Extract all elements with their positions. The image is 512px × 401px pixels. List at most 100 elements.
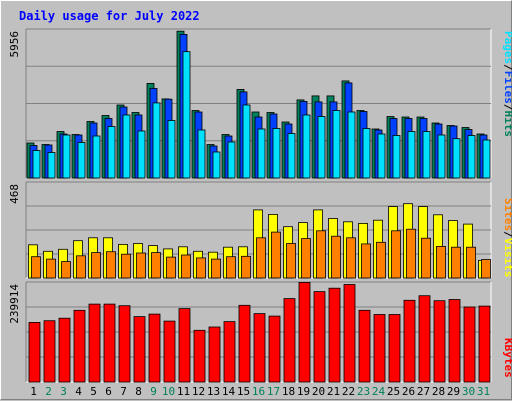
bar-sites-day-1 [31,256,41,279]
day-label-6: 6 [105,385,112,398]
chart-title: Daily usage for July 2022 [19,9,200,23]
bar-sites-day-13 [211,258,221,279]
day-label-8: 8 [135,385,142,398]
legend-top: Pages/Files/Hits [502,31,512,137]
bar-pages-day-10 [167,120,176,179]
bar-kbytes-day-9 [148,313,161,383]
bar-kbytes-day-12 [193,329,206,383]
legend-item-visits: Visits [502,238,512,278]
bar-pages-day-26 [407,131,416,179]
bar-sites-day-10 [166,256,176,279]
bar-pages-day-3 [62,134,71,179]
legend-item-kbytes: KBytes [502,338,512,378]
day-label-12: 12 [192,385,205,398]
day-label-9: 9 [150,385,157,398]
day-label-24: 24 [372,385,386,398]
bar-kbytes-day-30 [463,306,476,383]
bar-pages-day-13 [212,151,221,179]
bar-pages-day-12 [197,129,206,179]
bar-sites-day-28 [436,245,446,279]
bar-sites-day-8 [136,252,146,279]
bar-pages-day-24 [377,133,386,179]
day-label-29: 29 [447,385,460,398]
bar-kbytes-day-7 [118,305,131,383]
day-label-19: 19 [297,385,310,398]
y-max-label-top: 5956 [8,31,21,58]
day-label-13: 13 [207,385,220,398]
bar-pages-day-27 [422,131,431,179]
bar-sites-day-24 [376,241,386,279]
day-label-7: 7 [120,385,127,398]
legend-item-separator: / [502,231,512,238]
bar-kbytes-day-28 [433,300,446,383]
bar-kbytes-day-23 [358,309,371,383]
bar-kbytes-day-22 [343,284,356,383]
bar-pages-day-22 [347,111,356,179]
bar-pages-day-14 [227,141,236,179]
bar-kbytes-day-27 [418,295,431,383]
bar-sites-day-6 [106,251,116,279]
bar-kbytes-day-6 [103,303,116,383]
bar-pages-day-8 [137,130,146,179]
day-label-31: 31 [477,385,490,398]
bar-kbytes-day-14 [223,321,236,383]
bar-sites-day-14 [226,256,236,279]
bar-sites-day-21 [331,235,341,279]
bar-sites-day-30 [466,246,476,279]
bar-pages-day-2 [47,152,56,179]
legend-item-separator: / [502,104,512,111]
bar-pages-day-4 [77,142,86,179]
bar-kbytes-day-20 [313,291,326,383]
legend-item-separator: / [502,64,512,71]
legend-item-hits: Hits [502,111,512,138]
bar-sites-day-12 [196,257,206,279]
day-label-4: 4 [75,385,82,398]
bar-pages-day-7 [122,114,131,179]
bar-sites-day-29 [451,246,461,279]
bar-kbytes-day-21 [328,287,341,383]
bar-sites-day-9 [151,252,161,279]
bar-kbytes-day-1 [28,321,41,383]
bar-kbytes-day-25 [388,314,401,383]
y-max-label-middle: 468 [8,184,21,204]
bar-kbytes-day-8 [133,316,146,383]
bar-kbytes-day-5 [88,303,101,383]
bar-sites-day-16 [256,237,266,279]
bar-pages-day-9 [152,102,161,179]
bar-pages-day-21 [332,110,341,179]
bar-pages-day-25 [392,135,401,179]
bar-sites-day-31 [481,259,491,279]
day-label-21: 21 [327,385,340,398]
bar-pages-day-30 [467,135,476,179]
bar-sites-day-25 [391,230,401,279]
bar-kbytes-day-19 [298,281,311,383]
bar-sites-day-19 [301,238,311,279]
bar-sites-day-23 [361,243,371,279]
day-label-25: 25 [387,385,400,398]
bar-sites-day-7 [121,253,131,279]
bar-sites-day-4 [76,255,86,279]
bar-pages-day-28 [437,134,446,179]
day-label-30: 30 [462,385,475,398]
day-label-15: 15 [237,385,250,398]
day-label-23: 23 [357,385,370,398]
bar-kbytes-day-17 [268,315,281,383]
day-label-20: 20 [312,385,325,398]
bar-sites-day-17 [271,231,281,279]
day-label-28: 28 [432,385,445,398]
bar-kbytes-day-16 [253,313,266,383]
bar-kbytes-day-11 [178,308,191,383]
bar-pages-day-31 [482,139,491,179]
bar-sites-day-3 [61,261,71,279]
bar-kbytes-day-15 [238,304,251,383]
bar-sites-day-2 [46,258,56,279]
bar-kbytes-day-3 [58,317,71,383]
day-label-10: 10 [162,385,175,398]
bar-sites-day-20 [316,230,326,279]
bar-kbytes-day-26 [403,299,416,383]
day-label-11: 11 [177,385,190,398]
legend-middle: Sites/Visits [502,198,512,278]
day-label-16: 16 [252,385,265,398]
bar-pages-day-18 [287,133,296,179]
